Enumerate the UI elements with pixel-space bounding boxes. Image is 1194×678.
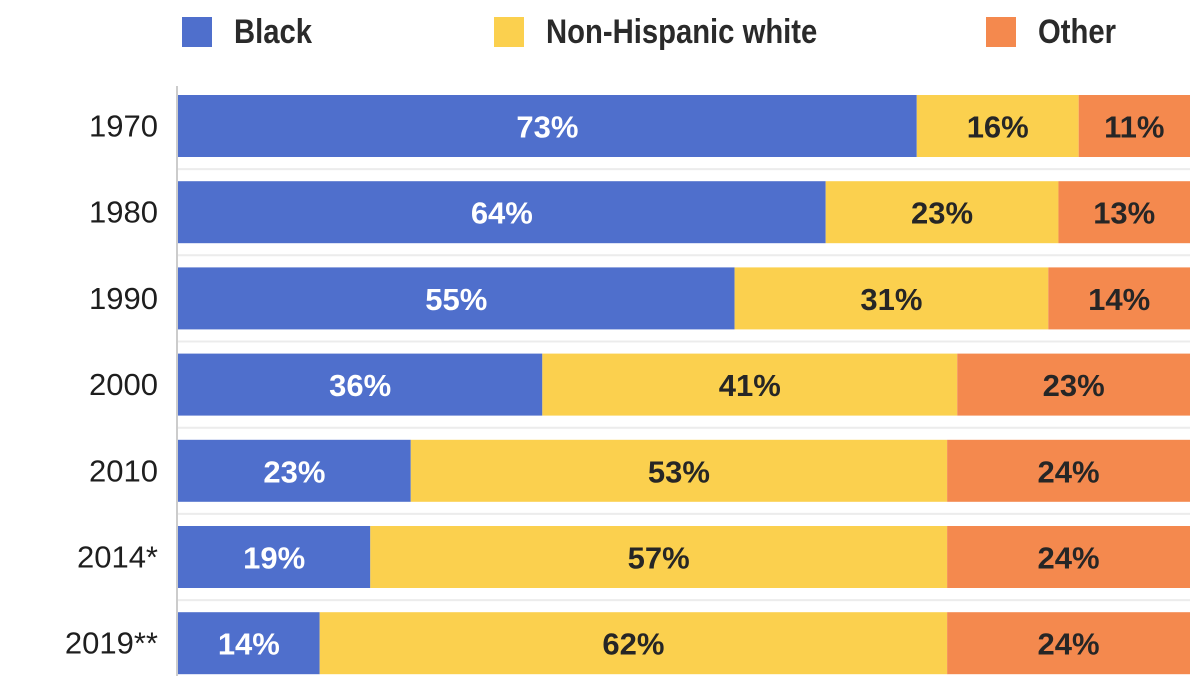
year-label: 2019** xyxy=(65,626,158,661)
bar-segment-other xyxy=(947,612,1190,675)
legend-item-non-hispanic-white: Non-Hispanic white xyxy=(494,12,861,52)
bar-segment-other xyxy=(947,526,1190,588)
bar-segment-black xyxy=(178,439,411,502)
year-label: 1980 xyxy=(89,195,158,230)
bar-segment-non-hispanic-white xyxy=(542,353,958,416)
value-label-other: 23% xyxy=(1043,368,1105,403)
bar-segment-black xyxy=(178,181,826,244)
bar-segment-non-hispanic-white xyxy=(916,95,1079,157)
value-label-black: 23% xyxy=(263,454,325,489)
bar-segment-black xyxy=(178,612,320,675)
bar-segment-black xyxy=(178,95,917,157)
year-label: 2000 xyxy=(89,367,158,402)
legend-label-non-hispanic-white: Non-Hispanic white xyxy=(546,12,818,51)
value-label-other: 24% xyxy=(1038,627,1100,662)
value-label-other: 24% xyxy=(1038,541,1100,576)
year-label: 1990 xyxy=(89,281,158,316)
value-label-non-hispanic-white: 41% xyxy=(719,368,781,403)
value-label-other: 11% xyxy=(1104,110,1164,145)
bar-segment-other xyxy=(1048,267,1190,330)
legend-swatch-other xyxy=(986,17,1016,47)
value-label-non-hispanic-white: 23% xyxy=(911,196,973,231)
value-label-black: 19% xyxy=(243,541,305,576)
value-label-black: 73% xyxy=(516,110,578,145)
bar-segment-other xyxy=(1078,95,1190,157)
bar-segment-black xyxy=(178,526,371,588)
bar-segment-other xyxy=(1058,181,1190,244)
bar-segment-non-hispanic-white xyxy=(370,526,948,588)
legend-label-other: Other xyxy=(1038,12,1116,51)
bar-segment-non-hispanic-white xyxy=(825,181,1059,244)
legend-item-black: Black xyxy=(182,12,325,52)
value-label-black: 55% xyxy=(425,282,487,317)
value-label-other: 24% xyxy=(1038,454,1100,489)
bar-segment-non-hispanic-white xyxy=(410,439,948,502)
legend-swatch-black xyxy=(182,17,212,47)
value-label-non-hispanic-white: 53% xyxy=(648,454,710,489)
value-label-non-hispanic-white: 16% xyxy=(967,110,1029,145)
value-label-non-hispanic-white: 62% xyxy=(602,627,664,662)
bar-segment-other xyxy=(957,353,1190,416)
year-label: 2014* xyxy=(77,540,158,575)
chart-legend: Black Non-Hispanic white Other xyxy=(0,0,1194,70)
year-label: 2010 xyxy=(89,453,158,488)
bar-segment-black xyxy=(178,353,543,416)
year-label: 1970 xyxy=(89,109,158,144)
legend-label-black: Black xyxy=(234,12,313,51)
value-label-other: 13% xyxy=(1093,196,1155,231)
value-label-black: 64% xyxy=(471,196,533,231)
bar-segment-black xyxy=(178,267,735,330)
value-label-non-hispanic-white: 57% xyxy=(628,541,690,576)
bar-segment-non-hispanic-white xyxy=(319,612,948,675)
value-label-black: 36% xyxy=(329,368,391,403)
bar-segment-non-hispanic-white xyxy=(734,267,1049,330)
value-label-black: 14% xyxy=(218,627,280,662)
value-label-non-hispanic-white: 31% xyxy=(860,282,922,317)
legend-item-other: Other xyxy=(986,12,1129,52)
legend-swatch-non-hispanic-white xyxy=(494,17,524,47)
value-label-other: 14% xyxy=(1088,282,1150,317)
bar-segment-other xyxy=(947,439,1190,502)
